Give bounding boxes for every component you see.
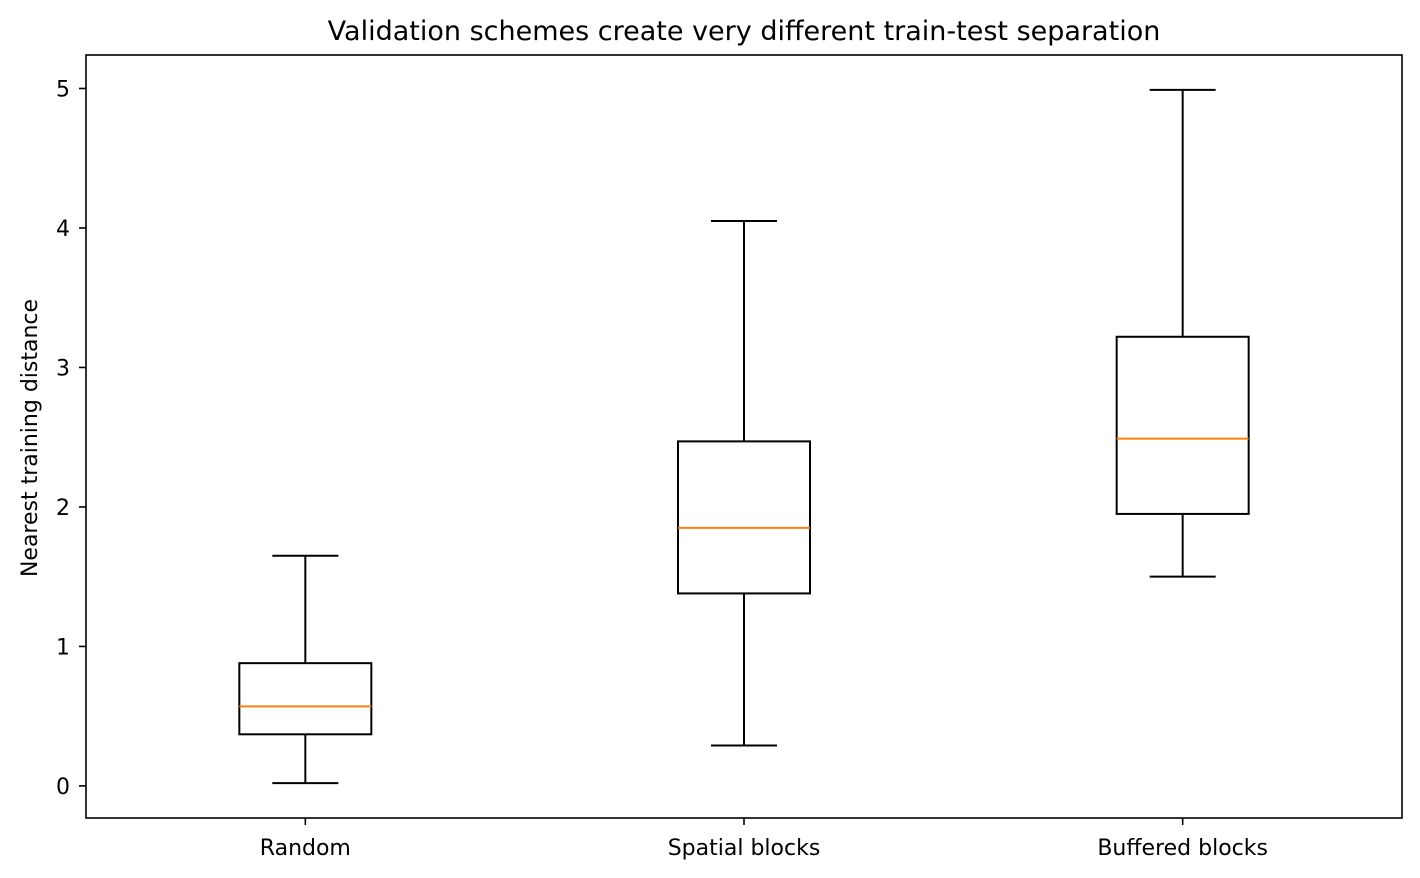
box-1 [238, 554, 373, 785]
y-tick-label: 5 [56, 77, 70, 102]
interquartile-box [1115, 335, 1250, 515]
y-tick-label: 2 [56, 496, 70, 521]
x-tick-label: Spatial blocks [668, 836, 821, 861]
y-axis-label: Nearest training distance [18, 299, 43, 577]
y-tick-label: 4 [56, 217, 70, 242]
interquartile-box [677, 440, 811, 595]
box-2 [677, 219, 811, 747]
x-tick-label: Buffered blocks [1097, 836, 1268, 861]
interquartile-box [238, 662, 373, 736]
y-axis-ticks: 0 1 2 3 4 5 [56, 77, 86, 800]
x-axis-ticks: Random Spatial blocks Buffered blocks [260, 818, 1268, 861]
y-tick-label: 3 [56, 356, 70, 381]
chart-title: Validation schemes create very different… [328, 16, 1161, 47]
x-tick-label: Random [260, 836, 351, 861]
box-plot-series [238, 88, 1250, 785]
y-tick-label: 0 [56, 775, 70, 800]
plot-area-frame [85, 54, 1403, 819]
box-3 [1115, 88, 1250, 578]
y-tick-label: 1 [56, 635, 70, 660]
